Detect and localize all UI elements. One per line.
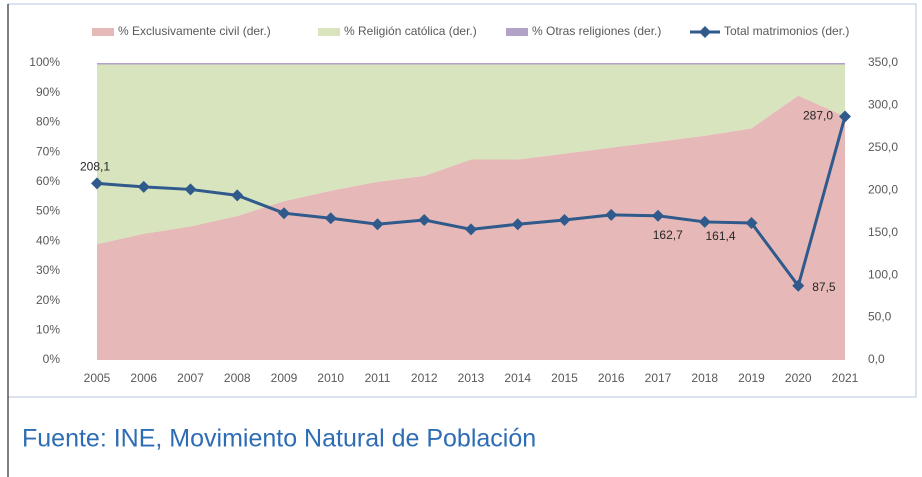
- marker: [91, 177, 103, 190]
- x-tick-label: 2008: [224, 371, 251, 385]
- legend-marker: [699, 26, 711, 38]
- y2-tick-label: 150,0: [868, 225, 898, 239]
- value-label: 87,5: [812, 280, 836, 294]
- marker: [231, 189, 244, 202]
- y2-tick-label: 100,0: [868, 267, 898, 281]
- legend-label: Total matrimonios (der.): [724, 24, 849, 38]
- marker: [698, 215, 711, 228]
- y2-tick-label: 0,0: [868, 352, 885, 366]
- y-tick-label: 30%: [36, 263, 60, 277]
- source: Fuente: INE, Movimiento Natural de Pobla…: [22, 425, 536, 453]
- legend-label: % Otras religiones (der.): [532, 24, 661, 38]
- marker: [745, 217, 758, 230]
- marker: [839, 110, 851, 123]
- marker: [137, 180, 150, 193]
- y2-tick-label: 200,0: [868, 182, 898, 196]
- x-tick-label: 2012: [411, 371, 438, 385]
- y-tick-label: 0%: [43, 352, 61, 366]
- legend-swatch: [92, 28, 114, 36]
- x-tick-label: 2009: [271, 371, 298, 385]
- marker: [371, 218, 384, 231]
- marker: [324, 212, 337, 225]
- legend-swatch: [318, 28, 340, 36]
- y-tick-label: 20%: [36, 293, 60, 307]
- area: [97, 63, 845, 65]
- x-tick-label: 2006: [130, 371, 157, 385]
- y-tick-label: 100%: [29, 55, 60, 69]
- y-tick-label: 70%: [36, 144, 60, 158]
- value-label: 208,1: [80, 160, 110, 174]
- marker: [511, 218, 524, 231]
- marker: [792, 279, 805, 292]
- marker: [418, 213, 431, 226]
- y2-tick-label: 50,0: [868, 310, 892, 324]
- marker: [465, 223, 477, 236]
- y-tick-label: 90%: [36, 85, 60, 99]
- value-label: 287,0: [803, 109, 833, 123]
- x-tick-label: 2011: [365, 371, 391, 385]
- area: [97, 64, 845, 245]
- marker: [278, 207, 290, 220]
- y-tick-label: 10%: [36, 322, 60, 336]
- y-tick-label: 40%: [36, 233, 60, 247]
- x-tick-label: 2018: [691, 371, 718, 385]
- value-label: 162,7: [653, 228, 683, 242]
- x-tick-label: 2014: [504, 371, 531, 385]
- marker: [558, 213, 571, 226]
- y2-tick-label: 350,0: [868, 55, 898, 69]
- marker: [652, 209, 664, 222]
- x-tick-label: 2017: [645, 371, 672, 385]
- marker: [184, 183, 197, 196]
- legend-label: % Religión católica (der.): [344, 24, 477, 38]
- x-tick-label: 2016: [598, 371, 625, 385]
- marker: [605, 208, 618, 221]
- y2-tick-label: 250,0: [868, 140, 898, 154]
- value-label: 161,4: [705, 229, 735, 243]
- y2-tick-label: 300,0: [868, 98, 898, 112]
- x-tick-label: 2007: [177, 371, 204, 385]
- y-tick-label: 80%: [36, 115, 60, 129]
- legend-label: % Exclusivamente civil (der.): [118, 24, 271, 38]
- x-tick-label: 2020: [785, 371, 812, 385]
- x-tick-label: 2021: [832, 371, 859, 385]
- x-tick-label: 2015: [551, 371, 578, 385]
- x-tick-label: 2010: [317, 371, 344, 385]
- y-tick-label: 60%: [36, 174, 60, 188]
- y-tick-label: 50%: [36, 204, 60, 218]
- x-tick-label: 2013: [458, 371, 485, 385]
- x-tick-label: 2005: [84, 371, 111, 385]
- legend-swatch: [506, 28, 528, 36]
- x-tick-label: 2019: [738, 371, 765, 385]
